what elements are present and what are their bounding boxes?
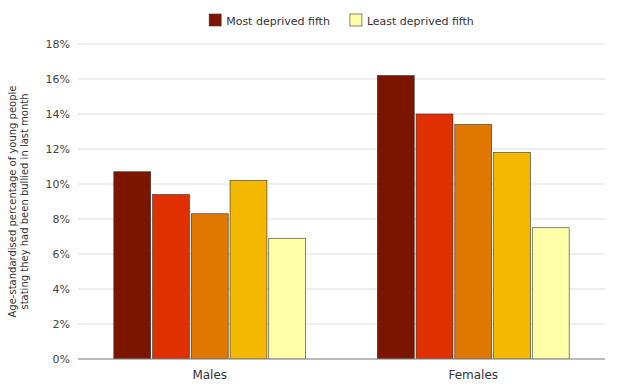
bars (114, 76, 569, 360)
y-tick-label: 14% (46, 108, 70, 121)
chart: 0% 2% 4% 6% 8% 10% 12% 14% 16% 18% Age-standardise… (0, 0, 621, 391)
legend: Most deprived fifth Least deprived fifth (209, 14, 474, 28)
bar (153, 195, 190, 360)
y-tick-label: 12% (46, 143, 70, 156)
y-tick-label: 6% (53, 248, 70, 261)
legend-swatch (350, 14, 362, 26)
y-tick-label: 16% (46, 73, 70, 86)
legend-item: Most deprived fifth (209, 14, 330, 28)
x-tick-label: Males (192, 368, 227, 382)
y-axis-label: Age-standardised percentage of young peo… (7, 85, 30, 317)
bar (114, 172, 151, 359)
grid (78, 44, 605, 359)
grid-line (78, 359, 605, 360)
y-tick-label: 2% (53, 318, 70, 331)
legend-label: Most deprived fifth (226, 15, 330, 28)
y-tick-label: 10% (46, 178, 70, 191)
bar (494, 153, 531, 360)
y-tick-label: 18% (46, 38, 70, 51)
y-tick-label: 4% (53, 283, 70, 296)
legend-label: Least deprived fifth (367, 15, 474, 28)
grid-line (78, 149, 605, 150)
x-axis-line (78, 359, 605, 360)
bar (416, 114, 453, 359)
legend-item: Least deprived fifth (350, 14, 474, 28)
grid-line (78, 114, 605, 115)
grid-line (78, 79, 605, 80)
x-tick-label: Females (448, 368, 498, 382)
y-tick-label: 8% (53, 213, 70, 226)
bar (377, 76, 414, 360)
y-axis-label-line: Age-standardised percentage of young peo… (7, 85, 18, 317)
y-tick-label: 0% (53, 353, 70, 366)
bar (455, 125, 492, 360)
bar (532, 228, 569, 359)
bar (269, 238, 306, 359)
grid-line (78, 44, 605, 45)
legend-swatch (209, 14, 221, 26)
bar (230, 181, 267, 360)
bar (191, 214, 228, 359)
y-axis-label-line: stating they had been bullied in last mo… (19, 93, 30, 309)
